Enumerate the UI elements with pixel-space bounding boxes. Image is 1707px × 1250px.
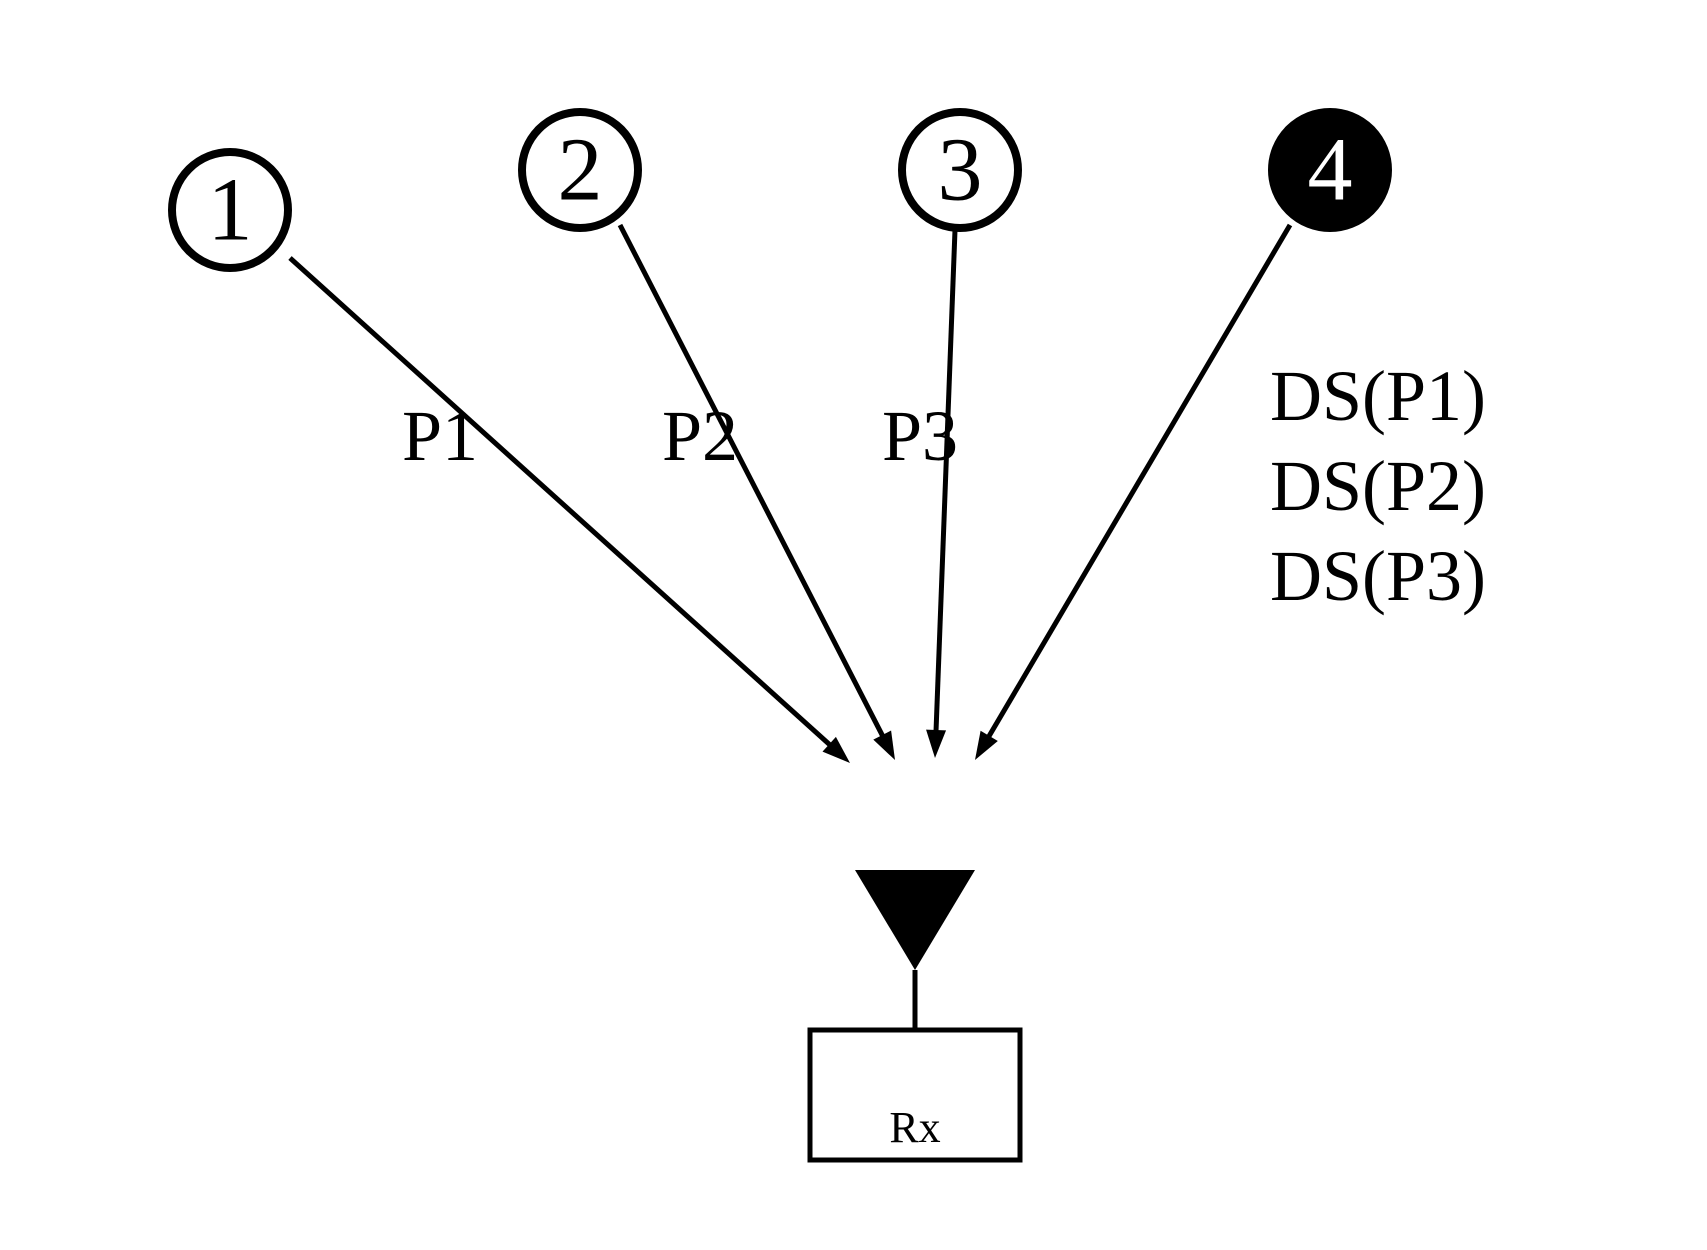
edge-label: P2 — [662, 396, 738, 476]
edge-line — [984, 225, 1290, 746]
node-label: 1 — [208, 161, 253, 260]
edge-label: P1 — [402, 396, 478, 476]
edge-label: P3 — [882, 396, 958, 476]
arrowhead — [873, 731, 895, 760]
edge-line — [290, 258, 838, 752]
receiver-label: Rx — [889, 1103, 940, 1152]
node-label: 4 — [1308, 121, 1353, 220]
node-label: 3 — [938, 121, 983, 220]
node-n3: 3 — [902, 112, 1018, 228]
side-label: DS(P3) — [1270, 536, 1486, 616]
edge-line — [936, 230, 955, 741]
arrowhead — [926, 730, 946, 758]
edge-line — [620, 225, 887, 745]
node-n1: 1 — [172, 152, 288, 268]
arrowhead — [975, 731, 998, 760]
node-label: 2 — [558, 121, 603, 220]
side-label: DS(P1) — [1270, 356, 1486, 436]
side-label: DS(P2) — [1270, 446, 1486, 526]
node-n2: 2 — [522, 112, 638, 228]
node-n4: 4 — [1272, 112, 1388, 228]
antenna-icon — [855, 870, 975, 970]
